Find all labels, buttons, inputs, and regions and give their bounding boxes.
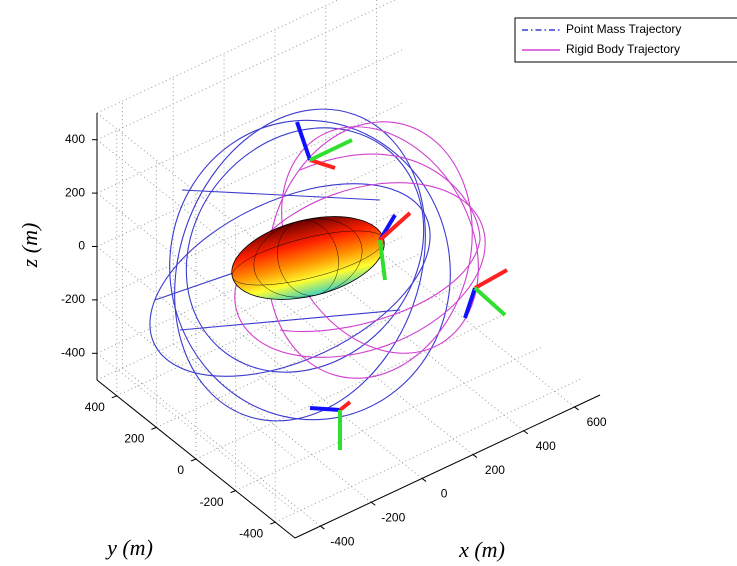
y-tick <box>151 426 157 430</box>
frame-axis <box>474 268 508 290</box>
grid-line <box>96 0 397 141</box>
y-tick <box>190 458 197 462</box>
y-axis-label: y (m) <box>105 535 153 560</box>
body-frames <box>295 121 508 450</box>
x-tick <box>472 454 478 458</box>
legend-box <box>514 17 737 63</box>
x-axis-label: x (m) <box>458 537 505 562</box>
legend-label: Point Mass Trajectory <box>566 22 681 36</box>
x-tick-label: 0 <box>441 487 448 501</box>
x-tick-label: 400 <box>536 439 556 453</box>
x-tick-label: -400 <box>330 534 354 548</box>
z-tick-label: -400 <box>61 345 85 359</box>
frame-axis <box>309 158 336 170</box>
legend-label: Rigid Body Trajectory <box>566 42 680 56</box>
y-tick <box>270 521 276 525</box>
asteroid <box>231 216 385 300</box>
frame-axis <box>309 138 353 162</box>
trajectory <box>149 183 431 377</box>
x-tick <box>574 406 579 411</box>
frame-axis <box>463 287 477 319</box>
trajectories <box>149 108 486 422</box>
x-tick <box>421 478 427 482</box>
x-axis <box>294 394 601 539</box>
trajectory <box>185 127 425 373</box>
grid-line <box>274 378 581 523</box>
y-tick-label: 200 <box>124 432 144 446</box>
x-tick-label: -200 <box>381 510 405 524</box>
ticks: -400 -200 0 200 400 600 -400 -200 0 200 400 -400 -20… <box>61 113 607 548</box>
grid-line <box>116 252 423 397</box>
trajectory <box>174 108 426 422</box>
z-tick-label: 0 <box>78 239 85 253</box>
y-tick-label: -400 <box>239 526 263 540</box>
frame-axis <box>473 286 507 317</box>
frame-axis <box>378 211 412 242</box>
x-tick-label: 600 <box>587 415 607 429</box>
z-axis-label: z (m) <box>17 223 42 269</box>
ellipsoid <box>231 216 385 300</box>
y-tick-label: 400 <box>85 400 105 414</box>
trajectory <box>234 182 486 358</box>
x-tick-label: 200 <box>485 463 505 477</box>
z-tick-label: -200 <box>61 292 85 306</box>
grid-line <box>96 49 403 194</box>
z-tick-label: 400 <box>65 132 85 146</box>
trajectory <box>279 153 481 333</box>
x-tick <box>523 430 529 435</box>
z-tick-label: 200 <box>65 185 85 199</box>
x-tick <box>320 525 325 530</box>
mesh <box>277 220 339 296</box>
box-edge <box>96 0 340 114</box>
frame-axis <box>378 239 387 281</box>
y-tick-label: 0 <box>177 463 184 477</box>
grid-line <box>235 347 541 492</box>
frame-axis <box>295 121 312 161</box>
legend: Point Mass Trajectory Rigid Body Trajecto… <box>514 17 737 63</box>
grid-line <box>96 156 403 301</box>
y-tick <box>230 490 236 494</box>
trajectory <box>267 121 473 379</box>
grid-line <box>195 315 502 460</box>
y-tick-label: -200 <box>200 495 224 509</box>
frame-axis <box>338 400 352 412</box>
x-tick <box>370 501 376 506</box>
frame-axis <box>309 406 341 412</box>
y-tick <box>111 395 117 399</box>
